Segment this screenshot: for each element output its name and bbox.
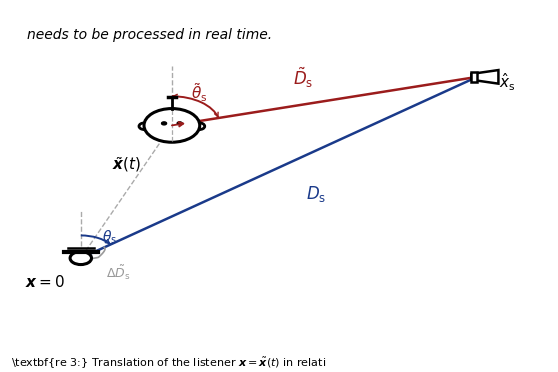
Text: $\tilde{\theta}_\mathrm{s}$: $\tilde{\theta}_\mathrm{s}$ [191,82,207,105]
Text: $\Delta\tilde{D}_\mathrm{s}$: $\Delta\tilde{D}_\mathrm{s}$ [105,264,130,282]
Circle shape [70,251,92,264]
Text: needs to be processed in real time.: needs to be processed in real time. [27,28,272,42]
Text: \textbf{re 3:} Translation of the listener $\boldsymbol{x} = \tilde{\boldsymbol{: \textbf{re 3:} Translation of the listen… [11,355,326,370]
Text: $\boldsymbol{x}{=}0$: $\boldsymbol{x}{=}0$ [25,274,65,290]
Circle shape [144,109,200,142]
Bar [472,72,477,82]
Text: $\hat{x}_\mathrm{s}$: $\hat{x}_\mathrm{s}$ [499,71,515,93]
Text: $D_\mathrm{s}$: $D_\mathrm{s}$ [306,184,326,203]
Text: $\tilde{\boldsymbol{x}}(t)$: $\tilde{\boldsymbol{x}}(t)$ [112,155,141,174]
Text: $\theta_\mathrm{s}$: $\theta_\mathrm{s}$ [102,228,117,246]
Polygon shape [472,70,498,84]
Text: $\tilde{D}_\mathrm{s}$: $\tilde{D}_\mathrm{s}$ [293,65,314,90]
Circle shape [177,122,182,125]
Circle shape [139,123,150,129]
Circle shape [162,122,167,125]
Circle shape [194,123,205,129]
